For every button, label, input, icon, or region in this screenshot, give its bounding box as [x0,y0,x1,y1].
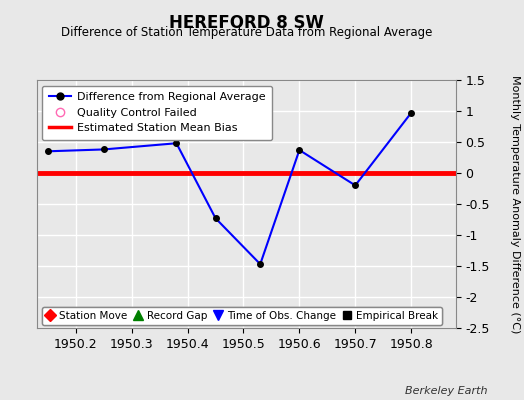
Text: Berkeley Earth: Berkeley Earth [405,386,487,396]
Text: HEREFORD 8 SW: HEREFORD 8 SW [169,14,324,32]
Legend: Station Move, Record Gap, Time of Obs. Change, Empirical Break: Station Move, Record Gap, Time of Obs. C… [42,307,442,325]
Text: Difference of Station Temperature Data from Regional Average: Difference of Station Temperature Data f… [61,26,432,39]
Y-axis label: Monthly Temperature Anomaly Difference (°C): Monthly Temperature Anomaly Difference (… [509,75,520,333]
